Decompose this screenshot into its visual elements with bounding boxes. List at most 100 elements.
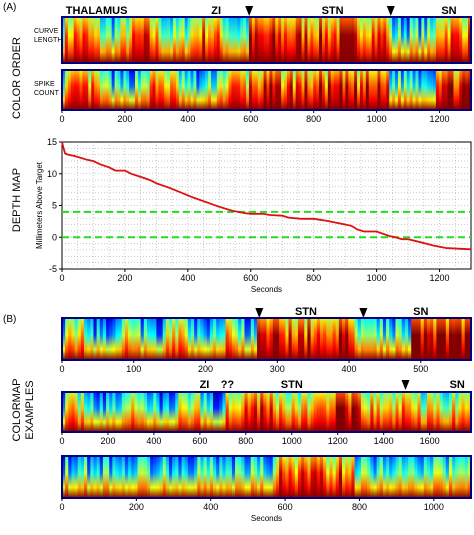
heat-column [87, 318, 91, 360]
heat-column [420, 318, 425, 360]
heat-column [272, 392, 277, 432]
heat-column [97, 17, 101, 63]
heat-column [121, 318, 126, 360]
heat-column [435, 70, 440, 110]
heat-column [106, 456, 110, 498]
heat-column [288, 456, 293, 498]
heat-column [304, 70, 308, 110]
heat-column [175, 70, 180, 110]
heat-column [370, 456, 375, 498]
heat-column [307, 17, 311, 63]
heat-column [406, 70, 411, 110]
heat-column [322, 70, 326, 110]
heat-column [452, 392, 456, 432]
heat-column [376, 392, 381, 432]
heat-column [266, 318, 271, 360]
y-tick-label: 0 [52, 232, 57, 242]
heat-column [354, 456, 359, 498]
heat-column [135, 70, 139, 110]
heat-column [414, 392, 419, 432]
heat-column [209, 318, 214, 360]
heat-column [426, 318, 431, 360]
heat-column [409, 70, 414, 110]
heat-column [238, 392, 242, 432]
heat-column [326, 456, 331, 498]
heat-column [68, 318, 73, 360]
heat-column [444, 70, 449, 110]
heat-column [222, 392, 227, 432]
heat-column [359, 17, 364, 63]
heat-column [395, 392, 400, 432]
heat-column [146, 70, 151, 110]
heat-column [301, 392, 305, 432]
heat-column [149, 17, 154, 63]
heat-column [159, 318, 164, 360]
arrowhead-marker [359, 308, 368, 318]
x-tick-label: 1200 [430, 114, 450, 124]
heat-column [392, 392, 397, 432]
heat-column [295, 70, 300, 110]
heat-column [173, 17, 177, 63]
example1-heatmap-columns [62, 318, 472, 360]
heat-column [203, 456, 208, 498]
heat-column [190, 392, 195, 432]
heat-column [210, 70, 215, 110]
heat-column [403, 17, 408, 63]
heat-column [253, 318, 258, 360]
depth-x-axis-label: Seconds [251, 285, 282, 294]
heat-column [436, 392, 441, 432]
heat-column [87, 392, 91, 432]
heat-column [159, 456, 164, 498]
heat-column [406, 17, 411, 63]
heat-column [84, 392, 88, 432]
x-tick-label: 0 [59, 436, 64, 446]
heat-column [99, 70, 104, 110]
spike-count-heatmap-columns [62, 70, 472, 110]
heat-column [291, 456, 296, 498]
heat-column [247, 392, 252, 432]
heat-column [102, 318, 107, 360]
heat-column [275, 70, 279, 110]
heat-column [102, 392, 107, 432]
heat-column [219, 456, 224, 498]
heat-column [184, 17, 189, 63]
heat-column [178, 17, 183, 63]
x-tick-label: 800 [306, 273, 321, 283]
heat-column [395, 70, 399, 110]
heat-column [424, 70, 428, 110]
heat-column [121, 392, 126, 432]
region-label: STN [281, 379, 303, 391]
heat-column [360, 392, 365, 432]
heat-column [102, 17, 107, 63]
heat-column [324, 17, 329, 63]
heat-column [269, 318, 274, 360]
heat-column [234, 70, 238, 110]
heat-column [152, 70, 157, 110]
heat-column [447, 70, 452, 110]
heat-column [456, 17, 460, 63]
heat-column [420, 392, 425, 432]
heat-column [115, 318, 120, 360]
heat-column [248, 70, 253, 110]
heat-column [269, 392, 274, 432]
heat-column [251, 70, 256, 110]
heat-column [282, 392, 286, 432]
heat-column [279, 456, 283, 498]
heat-column [234, 17, 238, 63]
heat-column [329, 456, 334, 498]
heat-column [445, 392, 450, 432]
heat-column [205, 17, 209, 63]
heat-column [118, 318, 123, 360]
heat-column [439, 318, 444, 360]
heat-column [291, 392, 296, 432]
heat-column [128, 456, 132, 498]
heat-column [257, 70, 262, 110]
heat-column [435, 17, 440, 63]
heat-column [65, 318, 69, 360]
heat-column [87, 456, 91, 498]
heat-column [146, 17, 151, 63]
heat-column [433, 456, 437, 498]
x-tick-label: 1200 [430, 273, 450, 283]
x-tick-label: 600 [278, 502, 293, 512]
